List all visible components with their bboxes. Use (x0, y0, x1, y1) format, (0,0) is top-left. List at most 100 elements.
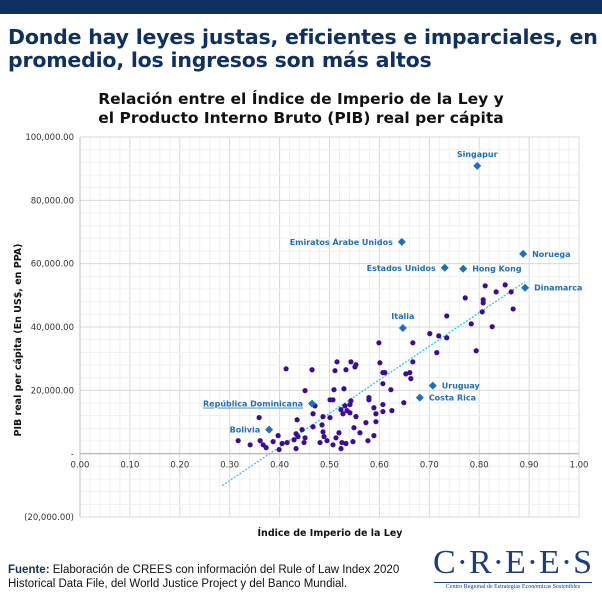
x-tick-label: 0.90 (520, 461, 539, 471)
chart-title: Relación entre el Índice de Imperio de l… (0, 90, 602, 128)
x-tick-label: 0.30 (220, 461, 239, 471)
data-point (294, 417, 300, 423)
data-point (295, 433, 301, 440)
highlighted-countries: Singapur Emiratos Árabe Unidos Noruega Esta… (203, 150, 582, 435)
data-point (324, 438, 330, 444)
chart-title-line-2: el Producto Interno Bruto (PIB) real per… (98, 109, 504, 127)
highlighted-point (519, 249, 528, 258)
data-point (373, 419, 379, 425)
data-point (263, 445, 269, 451)
data-point (482, 283, 488, 289)
data-point (342, 403, 348, 409)
data-point (235, 438, 241, 444)
y-tick-label: 100,000.00 (25, 133, 74, 143)
data-point (276, 446, 282, 453)
data-point (302, 388, 308, 394)
data-point (331, 387, 337, 393)
data-point (389, 408, 395, 414)
country-label: Noruega (532, 250, 570, 259)
data-point (317, 439, 323, 446)
data-point (320, 429, 326, 435)
highlighted-point (308, 399, 317, 408)
data-point (340, 411, 346, 417)
data-point (436, 333, 442, 339)
x-tick-label: 0.40 (270, 461, 289, 471)
y-tick-label: 40,000.00 (31, 323, 74, 333)
data-point (353, 414, 359, 420)
data-point (338, 446, 344, 452)
source-label: Fuente: (8, 564, 50, 576)
data-point (373, 411, 379, 417)
data-point (502, 282, 508, 288)
x-tick-label: 0.50 (320, 461, 339, 471)
country-label: Costa Rica (429, 394, 476, 403)
logo-wordmark: C·R·E·E·S (432, 544, 594, 581)
data-point (353, 362, 359, 368)
axes (79, 137, 579, 517)
crees-logo: C·R·E·E·S Centro Regional de Estrategias… (428, 545, 598, 593)
y-axis-title: PIB real per cápita (En US$, en PPA) (13, 244, 24, 437)
data-point (408, 376, 414, 382)
data-point (382, 370, 388, 376)
x-tick-label: 0.80 (470, 461, 489, 471)
data-point (319, 422, 325, 428)
y-tick-labels: 100,000.00 80,000.00 60,000.00 40,000.00 20,… (24, 133, 74, 523)
data-point (407, 370, 413, 376)
data-point (444, 335, 450, 341)
data-point (376, 340, 382, 346)
highlighted-point (398, 323, 407, 332)
data-point (371, 433, 377, 439)
data-point (247, 442, 253, 448)
x-axis-title: Índice de Imperio de la Ley (258, 527, 404, 539)
data-point (330, 442, 336, 448)
data-point (301, 439, 307, 446)
x-tick-labels: 0.00 0.10 0.20 0.30 0.40 0.50 0.60 0.70 0.80 0.90… (71, 461, 589, 471)
highlighted-point (415, 393, 424, 402)
x-tick-label: 0.10 (120, 461, 139, 471)
data-point (291, 437, 297, 443)
highlighted-point (459, 264, 468, 273)
data-points (235, 282, 516, 453)
x-tick-label: 0.00 (71, 461, 90, 471)
data-point (473, 348, 479, 354)
data-point (351, 425, 357, 431)
data-point (343, 367, 349, 373)
data-point (377, 360, 383, 366)
data-point (270, 439, 276, 445)
data-point (388, 387, 394, 393)
y-tick-label: (20,000.00) (24, 513, 74, 523)
country-label: Uruguay (442, 382, 481, 391)
data-point (320, 414, 326, 420)
data-point (363, 420, 369, 426)
data-point (468, 321, 474, 327)
data-point (479, 309, 485, 315)
country-label: Singapur (457, 150, 498, 159)
data-point (310, 411, 316, 417)
data-point (321, 433, 327, 440)
country-label: Estados Unidos (367, 264, 436, 273)
data-point (350, 439, 356, 445)
data-point (427, 331, 433, 337)
data-point (493, 289, 499, 295)
x-tick-label: 0.70 (420, 461, 439, 471)
data-point (302, 435, 308, 441)
data-point (338, 407, 344, 413)
data-point (336, 430, 342, 436)
trendline (221, 281, 526, 487)
y-tick-label: - (71, 450, 74, 460)
data-point (339, 439, 345, 446)
data-point (348, 359, 354, 365)
data-point (309, 367, 315, 373)
data-point (510, 306, 516, 312)
country-label: Bolivia (230, 426, 260, 435)
data-point (299, 427, 305, 433)
data-point (279, 440, 285, 447)
data-point (341, 386, 347, 392)
data-point (332, 368, 338, 374)
highlighted-point (397, 237, 406, 246)
highlighted-point (521, 283, 530, 292)
data-point (330, 397, 336, 403)
data-point (334, 359, 340, 365)
trendline-group (221, 281, 526, 487)
headline: Donde hay leyes justas, eficientes e imp… (8, 25, 598, 72)
